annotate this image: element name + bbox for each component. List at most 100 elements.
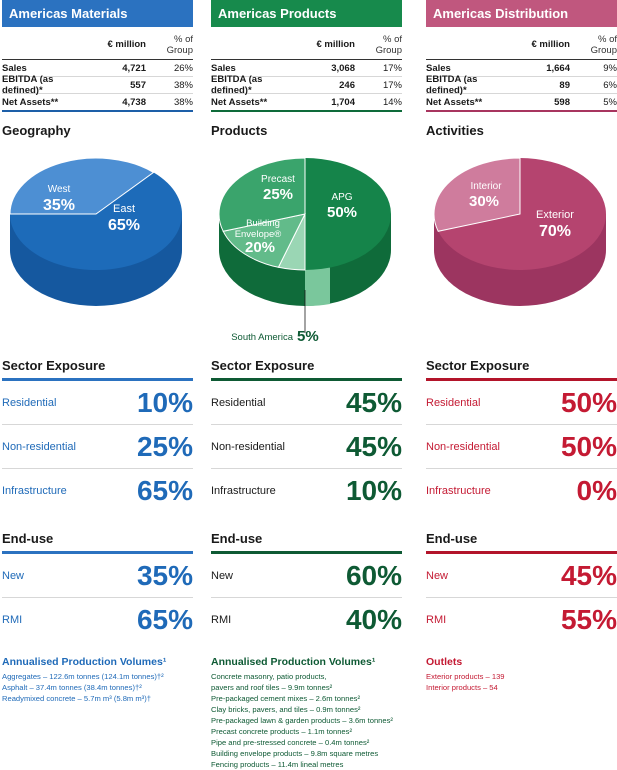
pie-label-precast: Precast — [261, 174, 295, 185]
pie-value-precast: 25% — [263, 186, 293, 203]
list-item: New 60% — [211, 554, 402, 598]
enduse-label: New — [211, 569, 234, 582]
row-value: 4,738 — [122, 96, 146, 108]
enduse-value: 60% — [345, 559, 402, 591]
pie-label-exterior: Exterior — [536, 209, 574, 221]
enduse-value: 65% — [136, 603, 193, 635]
enduse-value: 40% — [345, 603, 402, 635]
list-item: Pipe and pre-stressed concrete – 0.4m to… — [211, 738, 370, 747]
sector-value: 25% — [136, 430, 193, 462]
row-pct: 26% — [173, 62, 193, 74]
sector-exposure: Residential 10% Non-residential 25% Infras… — [2, 378, 193, 512]
row-label: EBITDA (as defined)* — [211, 74, 263, 96]
pct-header: % of Group — [590, 33, 617, 56]
sector-label: Residential — [426, 396, 481, 409]
enduse-value: 55% — [560, 603, 617, 635]
list-item: pavers and roof tiles – 9.9m tonnes² — [211, 683, 333, 692]
pie-slice-east — [9, 172, 182, 271]
pie-title: Products — [211, 123, 268, 138]
row-label: Net Assets** — [426, 96, 483, 108]
pct-header: % of Group — [375, 33, 402, 56]
pie-value-exterior: 70% — [539, 223, 571, 240]
sector-label: Residential — [2, 396, 57, 409]
row-value: 4,721 — [122, 62, 146, 74]
table-row: Net Assets** 1,704 14% — [211, 94, 402, 112]
enduse-title: End-use — [2, 531, 54, 546]
table-row: Sales 4,721 26% — [2, 60, 193, 77]
row-value: 1,704 — [331, 96, 355, 108]
row-label: Net Assets** — [2, 96, 59, 108]
enduse-label: RMI — [2, 613, 23, 626]
row-pct: 5% — [603, 96, 617, 108]
enduse-label: New — [426, 569, 449, 582]
unit-header: € million — [107, 39, 146, 50]
division-title: Americas Materials — [2, 0, 193, 27]
list-item: RMI 40% — [211, 598, 402, 641]
sector-title: Sector Exposure — [211, 358, 315, 373]
list-item: New 45% — [426, 554, 617, 598]
row-value: 1,664 — [546, 62, 570, 74]
production-title: Annualised Production Volumes¹ — [211, 656, 376, 668]
pie-label-south-america: South America — [231, 332, 293, 343]
pie-value-south-america: 5% — [297, 328, 319, 345]
sector-label: Infrastructure — [211, 484, 276, 497]
pie-slice-precast — [218, 157, 306, 232]
pie-value-east: 65% — [108, 217, 140, 234]
row-pct: 17% — [382, 79, 402, 91]
row-pct: 38% — [173, 79, 193, 91]
column-americas-products: Americas Products € million % of Group Sa… — [211, 0, 402, 769]
outlets-title: Outlets — [426, 656, 463, 668]
pie-value-building-envelope: 20% — [245, 239, 275, 256]
unit-header: € million — [316, 39, 355, 50]
pie-label-apg: APG — [331, 192, 352, 203]
pie-value-apg: 50% — [327, 204, 357, 221]
list-item: RMI 55% — [426, 598, 617, 641]
end-use: New 45% RMI 55% — [426, 551, 617, 641]
end-use: New 35% RMI 65% — [2, 551, 193, 641]
column-americas-distribution: Americas Distribution € million % of Grou… — [426, 0, 617, 692]
table-row: Net Assets** 4,738 38% — [2, 94, 193, 112]
list-item: Residential 50% — [426, 381, 617, 425]
division-title: Americas Products — [211, 0, 402, 27]
sector-label: Infrastructure — [426, 484, 491, 497]
list-item: Exterior products – 139 — [426, 672, 505, 681]
list-item: Interior products – 54 — [426, 683, 498, 692]
table-row: Sales 1,664 9% — [426, 60, 617, 77]
list-item: Building envelope products – 9.8m square… — [211, 749, 379, 758]
pie-title: Activities — [426, 123, 484, 138]
pie-label-west: West — [48, 184, 71, 195]
enduse-value: 35% — [136, 559, 193, 591]
production-title: Annualised Production Volumes¹ — [2, 656, 167, 668]
pie-slice-west — [9, 157, 155, 215]
list-item: Infrastructure 10% — [211, 469, 402, 512]
list-item: Infrastructure 0% — [426, 469, 617, 512]
list-item: Non-residential 25% — [2, 425, 193, 469]
list-item: Precast concrete products – 1.1m tonnes² — [211, 727, 352, 736]
sector-value: 45% — [345, 430, 402, 462]
list-item: Infrastructure 65% — [2, 469, 193, 512]
financial-table: € million % of Group Sales 1,664 9% EBITDA … — [426, 34, 617, 112]
pie-slice-apg — [305, 158, 391, 270]
list-item: Pre-packaged cement mixes – 2.6m tonnes² — [211, 694, 360, 703]
sector-label: Infrastructure — [2, 484, 67, 497]
row-value: 557 — [130, 79, 146, 91]
enduse-label: New — [2, 569, 25, 582]
row-label: Sales — [211, 62, 236, 74]
sector-value: 65% — [136, 474, 193, 506]
sector-value: 10% — [345, 474, 402, 506]
column-americas-materials: Americas Materials € million % of Group S… — [2, 0, 193, 703]
list-item: Concrete masonry, patio products, — [211, 672, 327, 681]
list-item: Readymixed concrete – 5.7m m³ (5.8m m³)† — [2, 694, 151, 703]
row-pct: 6% — [603, 79, 617, 91]
unit-header: € million — [531, 39, 570, 50]
pie-value-interior: 30% — [469, 193, 499, 210]
enduse-label: RMI — [211, 613, 232, 626]
enduse-label: RMI — [426, 613, 447, 626]
list-item: Aggregates – 122.6m tonnes (124.1m tonne… — [2, 672, 164, 681]
row-value: 246 — [339, 79, 355, 91]
pie-slice-exterior — [438, 158, 606, 270]
activities-pie-chart: Interior 30% Exterior 70% — [433, 157, 606, 306]
financial-table: € million % of Group Sales 4,721 26% EBITDA… — [2, 34, 193, 112]
row-label: EBITDA (as defined)* — [2, 74, 54, 96]
row-label: Net Assets** — [211, 96, 268, 108]
